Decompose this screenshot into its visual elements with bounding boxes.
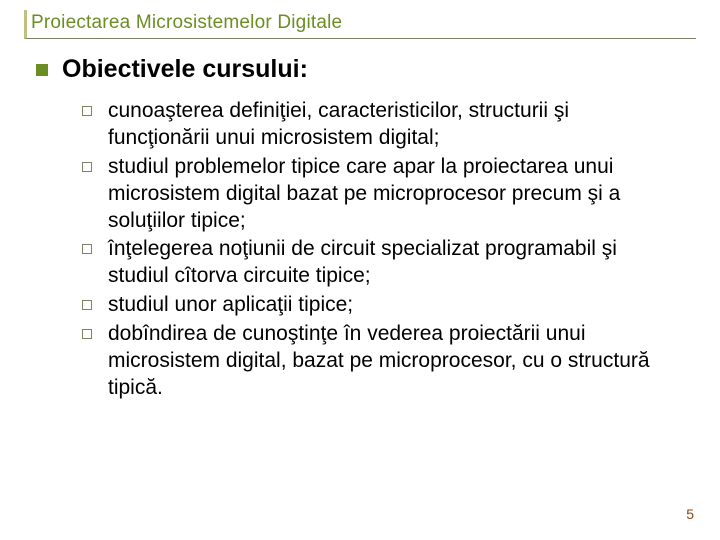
objective-text: dobîndirea de cunoştinţe în vederea proi… (108, 321, 676, 402)
list-item: studiul unor aplicaţii tipice; (82, 292, 676, 319)
list-item: cunoaşterea definiţiei, caracteristicilo… (82, 98, 676, 152)
objective-text: cunoaşterea definiţiei, caracteristicilo… (108, 98, 676, 152)
slide-title: Proiectarea Microsistemelor Digitale (31, 12, 696, 34)
square-bullet-icon (36, 64, 48, 76)
title-row: Proiectarea Microsistemelor Digitale (24, 10, 696, 39)
objectives-list: cunoaşterea definiţiei, caracteristicilo… (24, 98, 696, 402)
objective-text: studiul unor aplicaţii tipice; (108, 292, 353, 319)
section-title: Obiectivele cursului: (62, 55, 308, 84)
objective-text: studiul problemelor tipice care apar la … (108, 154, 676, 235)
hollow-square-icon (82, 329, 92, 339)
page-number: 5 (686, 506, 694, 522)
hollow-square-icon (82, 106, 92, 116)
list-item: înţelegerea noţiunii de circuit speciali… (82, 236, 676, 290)
slide-container: Proiectarea Microsistemelor Digitale Obi… (0, 0, 720, 540)
objective-text: înţelegerea noţiunii de circuit speciali… (108, 236, 676, 290)
hollow-square-icon (82, 244, 92, 254)
section-header: Obiectivele cursului: (24, 55, 696, 84)
list-item: dobîndirea de cunoştinţe în vederea proi… (82, 321, 676, 402)
hollow-square-icon (82, 300, 92, 310)
hollow-square-icon (82, 162, 92, 172)
list-item: studiul problemelor tipice care apar la … (82, 154, 676, 235)
